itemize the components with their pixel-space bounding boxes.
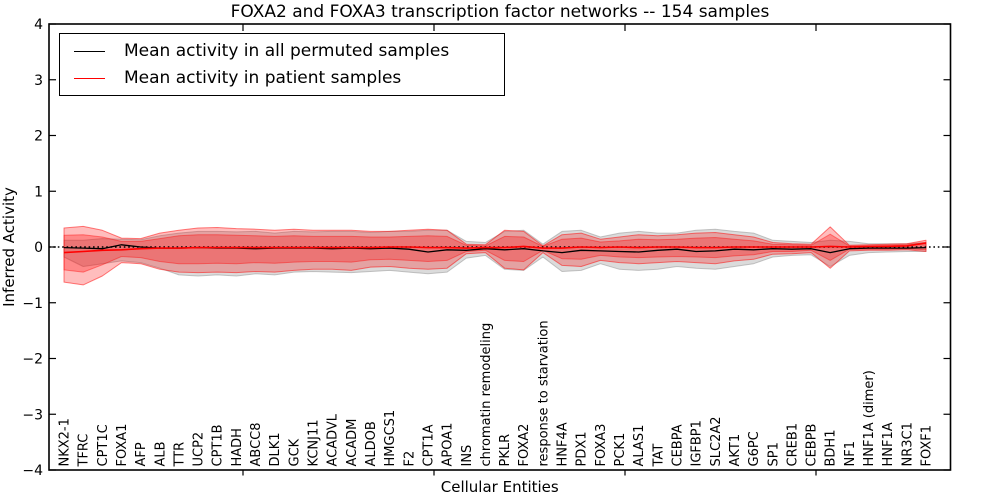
x-category-label: F2	[402, 451, 417, 467]
x-category-label: PDX1	[575, 431, 590, 466]
band-patient-samples-range-inner	[63, 233, 927, 273]
y-tick-label: 1	[34, 184, 43, 200]
x-category-label: CPT1C	[96, 424, 111, 466]
legend: Mean activity in all permuted samples Me…	[59, 33, 505, 96]
x-category-label: NR3C1	[900, 422, 915, 466]
legend-label-patient: Mean activity in patient samples	[124, 68, 402, 88]
x-category-label: TTR	[172, 442, 187, 468]
x-category-label: ABCC8	[249, 422, 264, 466]
x-category-label: ACADVL	[326, 413, 341, 466]
x-category-label: AFP	[134, 442, 149, 466]
legend-entry-permuted: Mean activity in all permuted samples	[74, 41, 504, 61]
y-tick-label: 2	[34, 129, 43, 145]
legend-line-permuted	[74, 50, 105, 52]
x-category-label: NKX2-1	[58, 418, 73, 466]
x-category-label: PKLR	[498, 434, 513, 467]
x-category-label: HNF4A	[556, 422, 571, 466]
x-category-label: FOXA1	[115, 424, 130, 467]
x-category-label: IGFBP1	[690, 420, 705, 466]
x-category-label: CEBPB	[805, 424, 820, 467]
x-category-label: CPT1B	[211, 424, 226, 466]
y-tick-label: −3	[22, 407, 43, 423]
x-category-label: SP1	[766, 442, 781, 466]
x-category-label: DLK1	[268, 432, 283, 466]
x-category-label: TFRC	[77, 434, 92, 468]
line-mean-patient	[63, 242, 927, 254]
x-category-label: HNF1A	[881, 422, 896, 466]
band-patient-samples-range-outer	[63, 225, 927, 286]
y-tick-label: 0	[34, 240, 43, 256]
x-category-label: FOXA2	[517, 424, 532, 467]
x-category-label: G6PC	[747, 431, 762, 466]
y-tick-label: −2	[22, 352, 43, 368]
legend-entry-patient: Mean activity in patient samples	[74, 68, 504, 88]
x-category-label: HNF1A (dimer)	[862, 370, 877, 466]
x-category-label: CREB1	[785, 423, 800, 467]
x-category-label: SLC2A2	[709, 416, 724, 466]
x-category-label: CEBPA	[671, 424, 686, 466]
y-tick-label: 4	[34, 17, 43, 33]
x-category-label: AKT1	[728, 434, 743, 467]
y-tick-label: 3	[34, 73, 43, 89]
chart-title: FOXA2 and FOXA3 transcription factor net…	[230, 2, 770, 22]
x-category-label: TAT	[651, 444, 666, 468]
x-category-label: ALAS1	[632, 425, 647, 467]
x-category-label: APOA1	[441, 423, 456, 467]
x-category-label: HMGCS1	[383, 410, 398, 467]
x-category-label: ALB	[153, 441, 168, 466]
legend-line-patient	[74, 77, 105, 79]
x-category-label: PCK1	[613, 433, 628, 467]
x-category-label: BDH1	[824, 430, 839, 467]
x-category-label: FOXF1	[920, 425, 935, 467]
x-category-label: KCNJ11	[307, 420, 322, 467]
x-category-label: CPT1A	[422, 424, 437, 466]
x-category-label: ALDOB	[364, 421, 379, 466]
x-category-label: ACADM	[345, 419, 360, 467]
x-category-label: chromatin remodeling	[479, 323, 494, 467]
x-category-label: UCP2	[192, 432, 207, 467]
x-category-label: HADH	[230, 428, 245, 466]
x-category-label: response to starvation	[536, 320, 551, 466]
x-category-label: GCK	[287, 438, 302, 466]
x-category-label: FOXA3	[594, 424, 609, 467]
y-tick-label: −1	[22, 296, 43, 312]
y-tick-label: −4	[22, 463, 43, 479]
legend-label-permuted: Mean activity in all permuted samples	[124, 41, 450, 61]
x-category-label: NF1	[843, 441, 858, 466]
y-axis-label: Inferred Activity	[0, 187, 18, 307]
x-category-label: INS	[460, 445, 475, 467]
x-axis-label: Cellular Entities	[441, 478, 559, 496]
